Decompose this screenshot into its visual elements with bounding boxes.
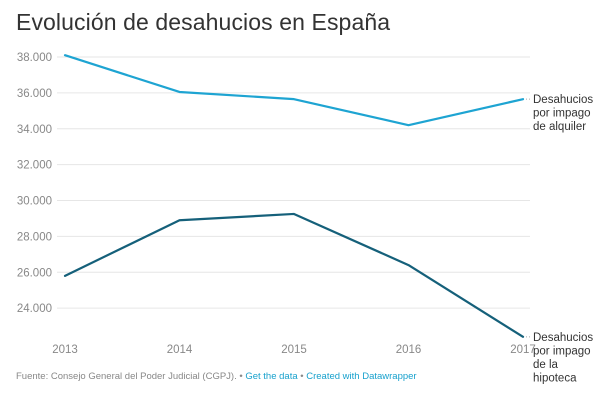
y-axis-ticks: 38.000 36.000 34.000 32.000 30.000 28.000 26.0… [17,52,52,315]
y-tick-label: 24.000 [17,303,52,315]
series-label-line: Desahucios [533,94,593,106]
gridlines [57,56,530,309]
series-labels: Desahucios por impago de alquilerDesahucio… [526,94,593,384]
x-tick-label: 2014 [167,344,193,356]
x-tick-label: 2016 [396,344,422,356]
separator: • [300,371,304,382]
series-label: Desahucios por impago de la hipoteca [533,332,593,385]
created-with-datawrapper-link[interactable]: Created with Datawrapper [306,371,417,382]
series-line [63,54,525,127]
y-tick-label: 30.000 [17,196,52,208]
series-label-line: de alquiler [533,121,586,133]
separator: • [239,371,243,382]
y-tick-label: 26.000 [17,267,52,279]
y-tick-label: 38.000 [17,52,52,64]
series-line [63,212,525,338]
x-tick-label: 2017 [510,344,536,356]
y-tick-label: 28.000 [17,231,52,243]
x-tick-label: 2013 [52,344,78,356]
series-label-line: Desahucios [533,332,593,344]
get-the-data-link[interactable]: Get the data [245,371,298,382]
series-label: Desahucios por impago de alquiler [533,94,593,133]
source-text: Fuente: Consejo General del Poder Judici… [16,371,237,382]
x-tick-label: 2015 [281,344,307,356]
series-lines [63,54,525,338]
chart-title: Evolución de desahucios en España [16,9,391,35]
y-tick-label: 32.000 [17,160,52,172]
footer: Fuente: Consejo General del Poder Judici… [16,371,417,382]
series-label-line: por impago [533,108,591,120]
series-label-line: hipoteca [533,372,577,384]
series-label-line: por impago [533,345,591,357]
series-label-line: de la [533,359,559,371]
y-tick-label: 34.000 [17,124,52,136]
y-tick-label: 36.000 [17,88,52,100]
x-axis-ticks: 2013 2014 2015 2016 2017 [52,344,536,356]
